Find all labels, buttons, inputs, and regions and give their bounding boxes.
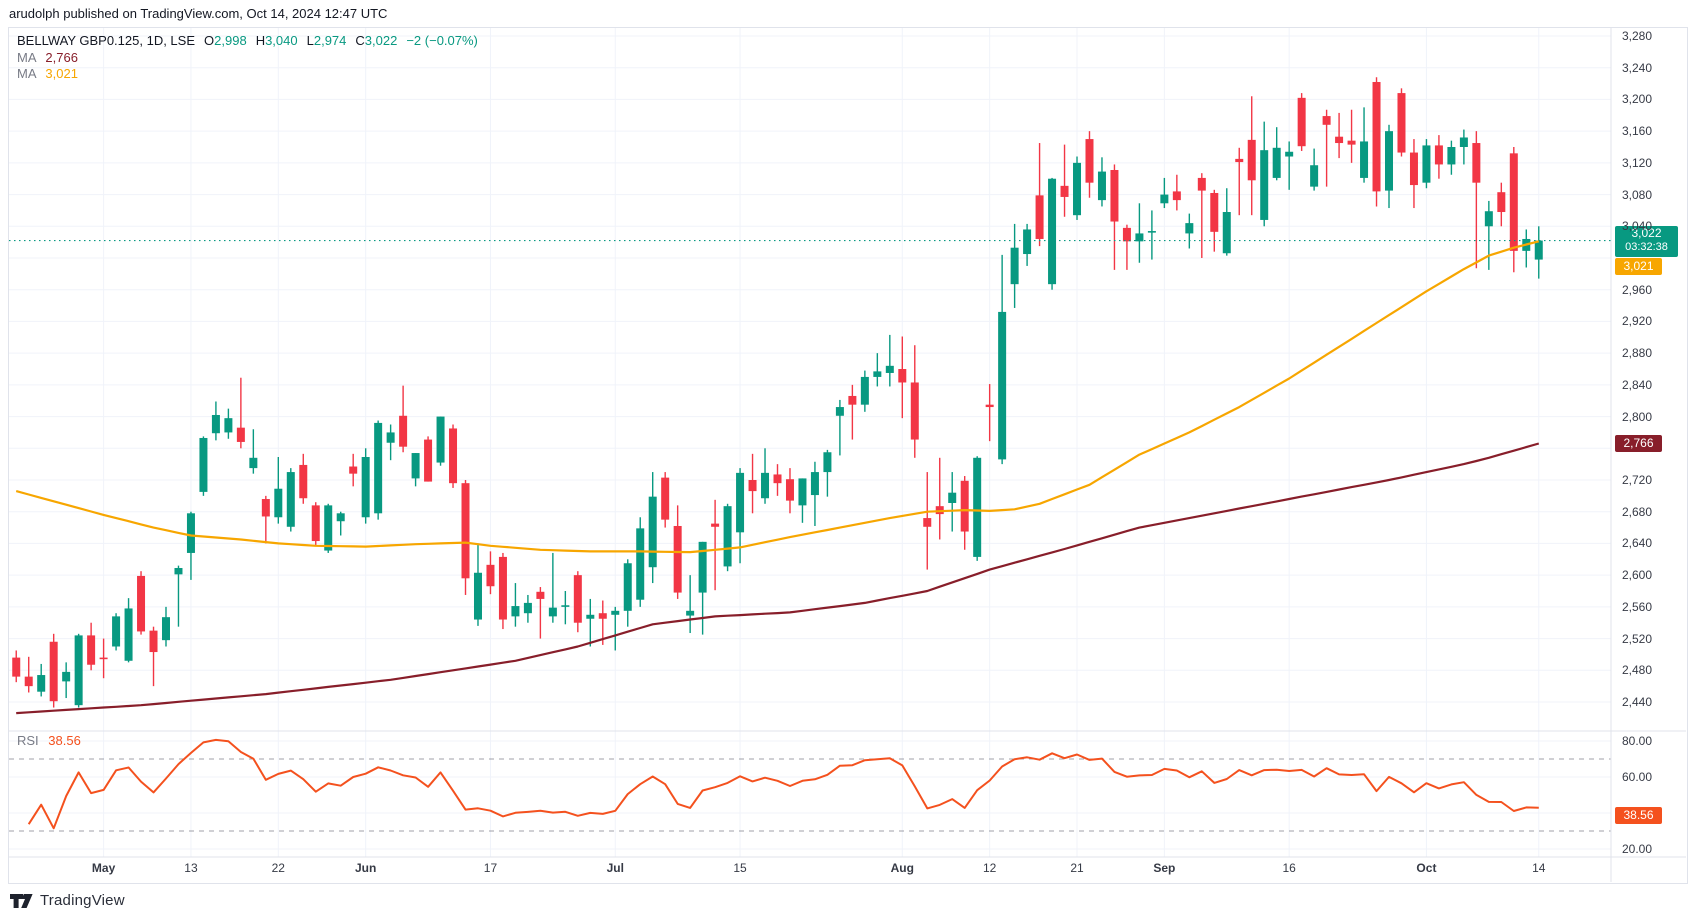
- ma-dark-badge: 2,766: [1615, 435, 1662, 453]
- time-tick: Jun: [354, 861, 377, 875]
- ma-label: MA: [17, 66, 36, 81]
- high-label: H: [255, 33, 266, 48]
- open-value: 2,998: [214, 33, 247, 48]
- ma-orange-badge: 3,021: [1615, 257, 1662, 275]
- ma-legend-orange[interactable]: MA 3,021: [17, 66, 78, 82]
- rsi-tick: 20.00: [1622, 842, 1653, 856]
- ma-dark-value: 2,766: [45, 50, 78, 65]
- price-tick: 3,120: [1622, 155, 1653, 170]
- time-tick: 17: [483, 861, 498, 875]
- change-value: −2 (−0.07%): [406, 33, 478, 48]
- price-tick: 2,840: [1622, 377, 1653, 392]
- time-tick: 16: [1282, 861, 1296, 875]
- tradingview-logo-icon: [10, 893, 33, 908]
- time-tick: Aug: [890, 861, 914, 875]
- time-tick: May: [91, 861, 116, 875]
- price-tick: 2,600: [1622, 568, 1653, 583]
- price-tick: 3,080: [1622, 187, 1653, 202]
- time-tick: 14: [1532, 861, 1546, 875]
- price-tick: 3,240: [1622, 60, 1653, 75]
- price-tick: 3,280: [1622, 29, 1653, 43]
- rsi-tick: 60.00: [1622, 770, 1653, 784]
- time-tick: Jul: [606, 861, 624, 875]
- price-tick: 2,560: [1622, 599, 1653, 614]
- price-tick: 2,680: [1622, 504, 1653, 519]
- time-tick: Oct: [1416, 861, 1437, 875]
- symbol-title[interactable]: BELLWAY GBP0.125, 1D, LSE: [17, 33, 196, 48]
- price-tick: 3,040: [1622, 219, 1653, 234]
- time-tick: 22: [271, 861, 285, 875]
- price-tick: 2,800: [1622, 409, 1653, 424]
- ma-orange-value: 3,021: [45, 66, 78, 81]
- symbol-legend[interactable]: BELLWAY GBP0.125, 1D, LSE O2,998 H3,040 L2,…: [17, 32, 478, 49]
- price-tick: 2,640: [1622, 536, 1653, 551]
- price-tick: 2,480: [1622, 663, 1653, 678]
- price-tick: 2,880: [1622, 346, 1653, 361]
- ma-legend-dark[interactable]: MA 2,766: [17, 50, 78, 66]
- open-label: O: [204, 33, 215, 48]
- publish-byline: arudolph published on TradingView.com, O…: [9, 6, 388, 21]
- price-tick: 2,720: [1622, 473, 1653, 487]
- low-value: 2,974: [313, 33, 347, 48]
- rsi-legend[interactable]: RSI 38.56: [17, 733, 81, 748]
- time-tick: 15: [733, 861, 747, 875]
- tradingview-logo[interactable]: TradingView: [10, 892, 125, 909]
- rsi-label: RSI: [17, 733, 39, 748]
- tradingview-logo-text: TradingView: [40, 892, 125, 909]
- low-label: L: [306, 33, 314, 48]
- last-price-badge: 3,022 03:32:38: [1615, 225, 1678, 257]
- rsi-badge: 38.56: [1615, 807, 1662, 825]
- time-tick: 13: [184, 861, 198, 875]
- price-tick: 2,520: [1622, 631, 1653, 646]
- time-tick: Sep: [1153, 861, 1176, 875]
- price-tick: 2,920: [1622, 314, 1653, 329]
- rsi-value: 38.56: [48, 733, 81, 748]
- price-tick: 2,960: [1622, 282, 1653, 297]
- ma-label: MA: [17, 50, 36, 65]
- time-tick: 21: [1070, 861, 1084, 875]
- close-value: 3,022: [364, 33, 398, 48]
- price-tick: 3,160: [1622, 124, 1653, 139]
- price-tick: 2,440: [1622, 695, 1653, 709]
- last-price-value: 3,022: [1631, 225, 1662, 240]
- time-tick: 12: [982, 861, 997, 875]
- high-value: 3,040: [265, 33, 298, 48]
- bar-countdown: 03:32:38: [1625, 240, 1668, 253]
- chart-frame: [8, 27, 1688, 884]
- close-label: C: [355, 33, 365, 48]
- rsi-tick: 80.00: [1622, 734, 1653, 748]
- price-tick: 3,200: [1622, 92, 1653, 107]
